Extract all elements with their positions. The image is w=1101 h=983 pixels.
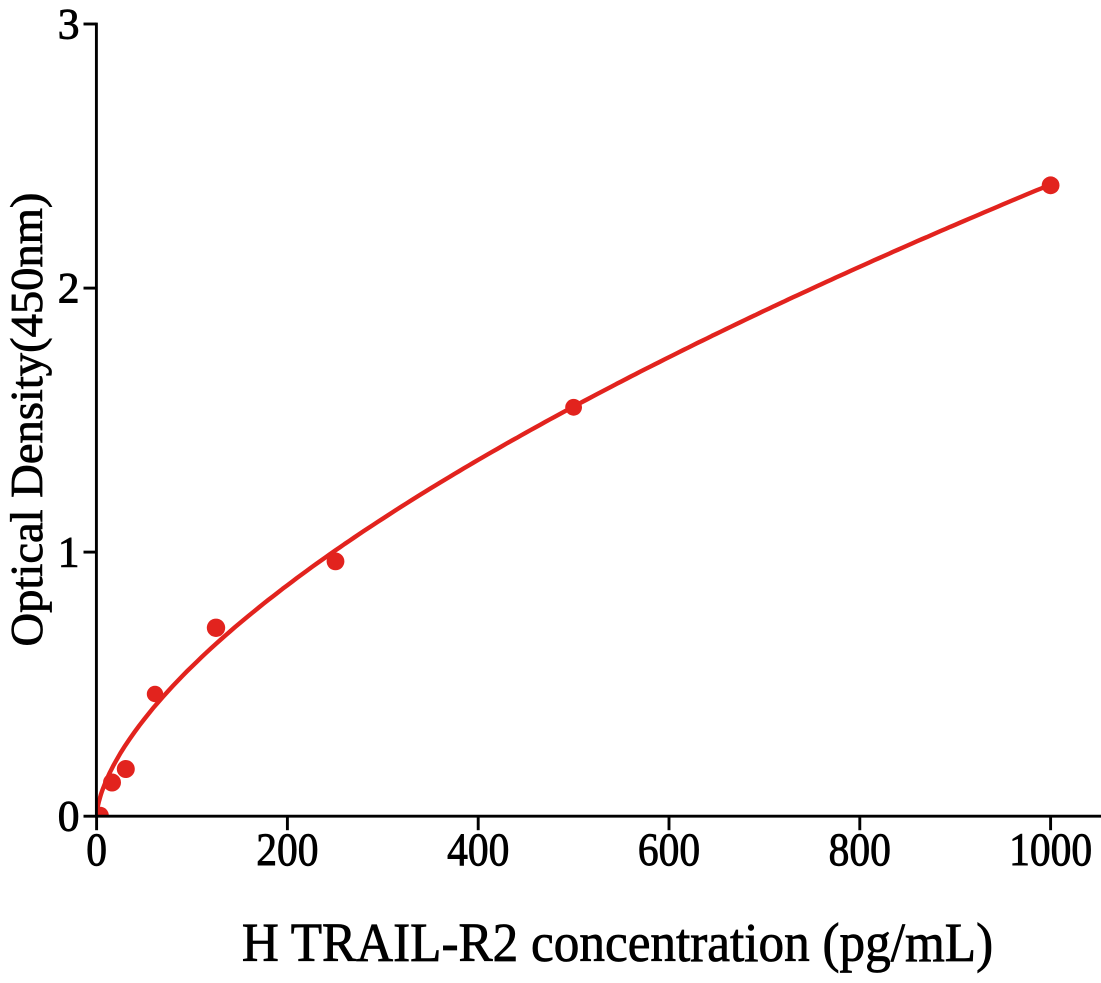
svg-text:2: 2 <box>58 264 80 312</box>
svg-text:0: 0 <box>86 824 107 876</box>
svg-text:800: 800 <box>829 824 891 876</box>
svg-text:1: 1 <box>58 528 80 576</box>
svg-text:Optical Density(450nm): Optical Density(450nm) <box>2 193 52 647</box>
svg-text:200: 200 <box>256 824 318 876</box>
svg-text:1000: 1000 <box>1009 824 1092 876</box>
svg-text:H TRAIL-R2 concentration (pg/m: H TRAIL-R2 concentration (pg/mL) <box>242 914 993 974</box>
svg-text:600: 600 <box>638 824 700 876</box>
svg-text:400: 400 <box>447 824 509 876</box>
svg-text:3: 3 <box>58 1 80 49</box>
svg-text:0: 0 <box>58 792 80 840</box>
